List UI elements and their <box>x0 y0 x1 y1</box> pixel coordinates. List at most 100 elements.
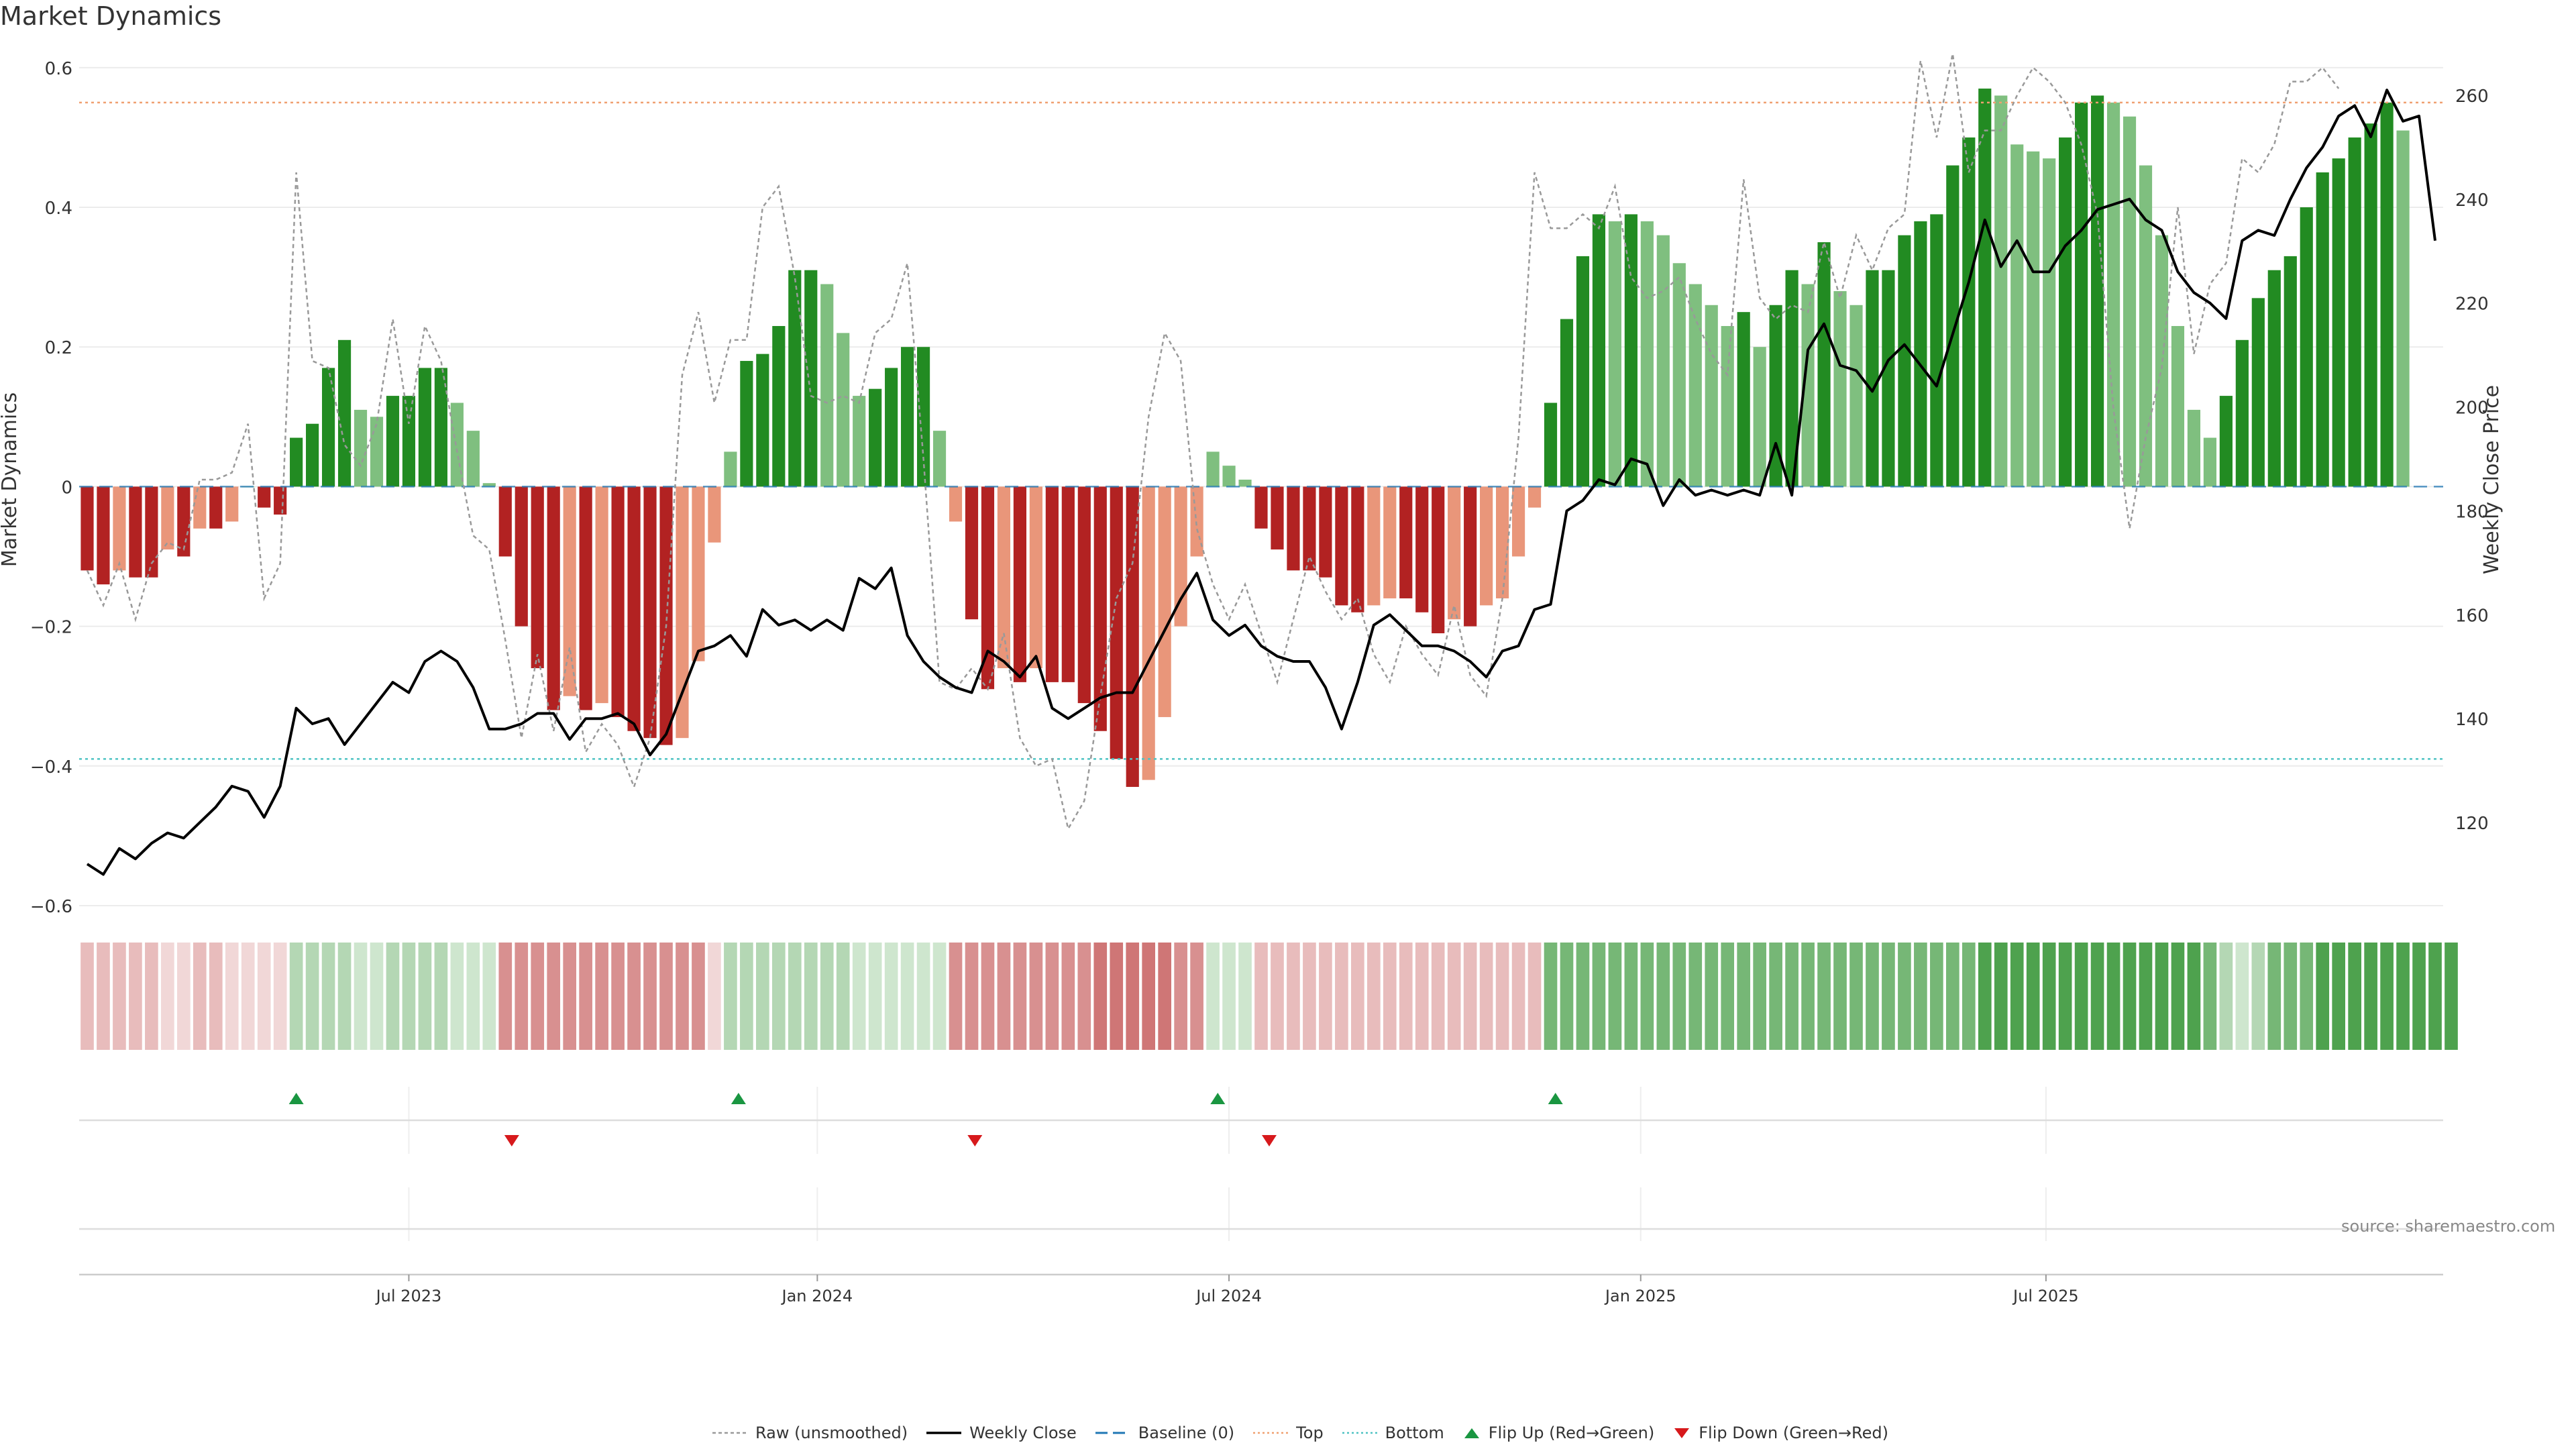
bar <box>1833 290 1847 487</box>
legend-item-weekly-close: Weekly Close <box>925 1424 1077 1442</box>
bar <box>1319 486 1332 578</box>
strip-cell <box>1672 943 1686 1050</box>
strip-cell <box>176 943 191 1050</box>
strip-cell <box>337 943 352 1050</box>
strip-cell <box>1817 943 1831 1050</box>
legend-item-raw: Raw (unsmoothed) <box>711 1424 908 1442</box>
long-dash-line-icon <box>1094 1426 1132 1440</box>
bar <box>2219 396 2233 487</box>
strip-cell <box>595 943 608 1050</box>
tick-labels: 0.6 0.4 0.2 0 −0.2 −0.4 −0.6 260 240 220 200 180 160… <box>30 59 2489 1305</box>
bar <box>627 486 641 731</box>
strip-cell <box>321 943 335 1050</box>
flip-down-marker <box>1261 1135 1277 1146</box>
strip-cell <box>820 943 834 1050</box>
bar <box>306 423 319 487</box>
strip-cell <box>627 943 641 1050</box>
bar <box>1656 235 1670 487</box>
bar <box>1898 235 1911 487</box>
bar <box>1110 486 1123 759</box>
bar <box>2348 137 2361 487</box>
strip-cell <box>916 943 930 1050</box>
strip-cell <box>498 943 513 1050</box>
strip-cell <box>1785 943 1799 1050</box>
bar <box>676 486 689 739</box>
bar <box>1882 270 1895 487</box>
bar <box>2380 102 2394 487</box>
x-tick-label: Jul 2025 <box>2012 1287 2079 1305</box>
bar <box>1383 486 1397 598</box>
bar <box>1480 486 1493 606</box>
strip-cell <box>482 943 496 1050</box>
strip-cell <box>402 943 416 1050</box>
strip-cell <box>2155 943 2169 1050</box>
bar <box>901 347 914 487</box>
strip-cell <box>1866 943 1879 1050</box>
strip-cell <box>1126 943 1140 1050</box>
strip-cell <box>756 943 769 1050</box>
x-tick-label: Jan 2025 <box>1604 1287 1676 1305</box>
strip-cell <box>692 943 705 1050</box>
strip-cell <box>434 943 448 1050</box>
bar <box>2203 437 2216 487</box>
bar <box>2059 137 2072 487</box>
dashed-line-icon <box>711 1426 749 1440</box>
strip-cell <box>1335 943 1348 1050</box>
bar <box>531 486 544 669</box>
strip-cell <box>1061 943 1075 1050</box>
strip-cell <box>2445 943 2458 1050</box>
strip-cell <box>724 943 737 1050</box>
bar <box>274 486 287 515</box>
bar <box>290 437 303 487</box>
bar <box>402 396 416 487</box>
strip-cell <box>370 943 384 1050</box>
bar <box>370 417 384 487</box>
y-tick-label-left: −0.4 <box>30 757 72 777</box>
flip-down-marker <box>967 1135 983 1146</box>
bar <box>1448 486 1461 620</box>
legend: Raw (unsmoothed) Weekly Close Baseline (… <box>711 1419 1888 1446</box>
strip-cell <box>2235 943 2249 1050</box>
strip-cell <box>2123 943 2137 1050</box>
strip-cell <box>1415 943 1429 1050</box>
strip-cell <box>997 943 1011 1050</box>
bar <box>1560 319 1574 487</box>
strip-cell <box>225 943 239 1050</box>
bar <box>949 486 963 522</box>
strip-cell <box>1399 943 1413 1050</box>
strip-cell <box>1254 943 1268 1050</box>
bar <box>2251 298 2265 487</box>
bar <box>1351 486 1364 612</box>
bar <box>97 486 110 585</box>
strip-cell <box>836 943 850 1050</box>
strip-cell <box>354 943 368 1050</box>
bar <box>2075 102 2088 487</box>
strip-cell <box>1930 943 1943 1050</box>
bar <box>466 431 480 487</box>
y-tick-label-right: 140 <box>2455 710 2489 730</box>
bar <box>1608 221 1621 487</box>
strip-cell <box>981 943 995 1050</box>
strip-cell <box>2187 943 2201 1050</box>
strip-cell <box>1271 943 1284 1050</box>
bar <box>2284 256 2297 487</box>
strip-cell <box>1029 943 1043 1050</box>
strip-cell <box>386 943 400 1050</box>
solid-line-icon <box>925 1426 963 1440</box>
strip-cell <box>2058 943 2072 1050</box>
bar <box>1785 270 1799 487</box>
strip-cell <box>466 943 480 1050</box>
strip-cell <box>1705 943 1719 1050</box>
bar <box>1496 486 1509 598</box>
strip-cell <box>1592 943 1606 1050</box>
strip-cell <box>2412 943 2426 1050</box>
bar <box>337 339 352 487</box>
bar <box>1464 486 1477 627</box>
strip-cell <box>1110 943 1124 1050</box>
bar <box>1271 486 1284 550</box>
bar <box>1592 214 1606 487</box>
bar <box>1303 486 1316 571</box>
strip-cell <box>2090 943 2104 1050</box>
bar <box>1721 325 1734 487</box>
strip-cell <box>1624 943 1638 1050</box>
